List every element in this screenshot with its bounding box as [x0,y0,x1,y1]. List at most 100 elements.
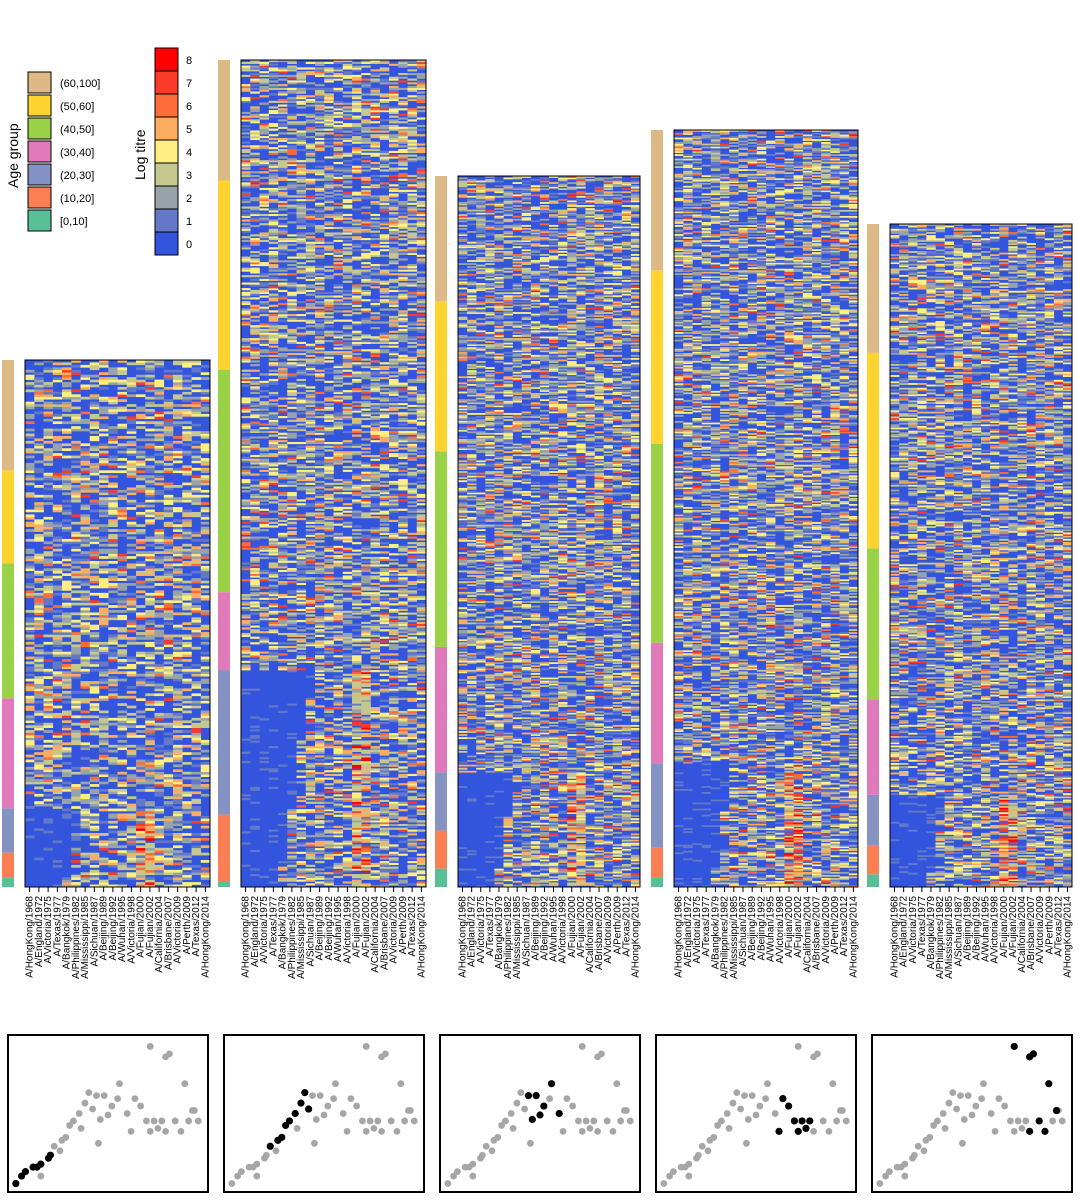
heatmap-cell [315,765,325,767]
heatmap-cell [53,713,63,716]
heatmap-cell [417,496,427,498]
heatmap-cell [62,720,72,723]
heatmap-cell [334,791,344,793]
heatmap-cell [90,468,100,471]
heatmap-cell [136,642,146,645]
heatmap-cell [297,629,307,631]
heatmap-cell [278,409,288,411]
heatmap-cell [62,755,72,758]
heatmap-cell [62,813,72,816]
heatmap-cell [62,691,72,694]
heatmap-cell [334,707,344,709]
heatmap-cell [380,874,390,876]
heatmap-cell [371,683,381,685]
heatmap-cell [343,863,353,865]
heatmap-cell [324,496,334,498]
heatmap-cell [155,728,165,731]
heatmap-cell [269,657,279,659]
heatmap-cell [361,677,371,679]
heatmap-cell [250,629,260,631]
heatmap-cell [62,456,72,459]
heatmap-cell [136,789,146,792]
heatmap-cell [71,370,81,373]
heatmap-cell [417,579,427,581]
heatmap-cell [108,850,118,853]
heatmap-cell [44,448,54,451]
heatmap-cell [44,777,54,780]
heatmap-cell [343,522,353,524]
heatmap-cell [306,453,316,455]
heatmap-cell [324,842,334,844]
heatmap-cell [99,880,109,883]
heatmap-cell [269,564,279,566]
heatmap-cell [71,365,81,368]
heatmap-cell [315,472,325,474]
heatmap-cell [182,865,192,868]
heatmap-cell [371,483,381,485]
heatmap-cell [260,459,270,461]
heatmap-cell [389,544,399,546]
heatmap-cell [53,593,63,596]
heatmap-cell [136,524,146,527]
heatmap-cell [417,486,427,488]
heatmap-cell [334,724,344,726]
heatmap-cell [53,661,63,664]
heatmap-cell [380,744,390,746]
heatmap-cell [155,718,165,721]
heatmap-cell [315,407,325,409]
heatmap-cell [306,577,316,579]
heatmap-cell [371,436,381,438]
heatmap-cell [241,531,251,533]
heatmap-cell [127,529,137,532]
heatmap-cell [145,809,155,812]
heatmap-cell [241,486,251,488]
heatmap-cell [90,532,100,535]
heatmap-cell [315,462,325,464]
heatmap-cell [173,718,183,721]
heatmap-cell [241,640,251,642]
heatmap-cell [145,818,155,821]
heatmap-cell [315,622,325,624]
heatmap-cell [71,536,81,539]
heatmap-cell [343,488,353,490]
heatmap-cell [127,502,137,505]
heatmap-cell [380,674,390,676]
heatmap-cell [155,424,165,427]
heatmap-cell [62,377,72,380]
heatmap-cell [315,737,325,739]
heatmap-cell [361,776,371,778]
heatmap-cell [155,556,165,559]
heatmap-cell [334,590,344,592]
heatmap-cell [182,534,192,537]
heatmap-cell [81,590,91,593]
heatmap-cell [297,817,307,819]
heatmap-cell [44,414,54,417]
heatmap-cell [380,765,390,767]
heatmap-cell [155,438,165,441]
heatmap-cell [108,397,118,400]
heatmap-cell [241,609,251,611]
heatmap-cell [306,461,316,463]
heatmap-cell [62,880,72,883]
heatmap-cell [334,548,344,550]
heatmap-cell [192,779,202,782]
heatmap-cell [136,848,146,851]
heatmap-cell [145,377,155,380]
heatmap-cell [343,538,353,540]
heatmap-cell [269,511,279,513]
heatmap-cell [352,663,362,665]
heatmap-cell [71,639,81,642]
heatmap-cell [324,583,334,585]
heatmap-cell [250,548,260,550]
age-group-strip-segment [218,881,230,887]
heatmap-cell [269,653,279,655]
heatmap-cell [250,527,260,529]
heatmap-cell [343,653,353,655]
heatmap-cell [278,514,288,516]
heatmap-cell [173,858,183,861]
heatmap-cell [53,617,63,620]
heatmap-cell [260,499,270,501]
heatmap-cell [201,571,211,574]
heatmap-cell [118,845,128,848]
heatmap-cell [361,611,371,613]
